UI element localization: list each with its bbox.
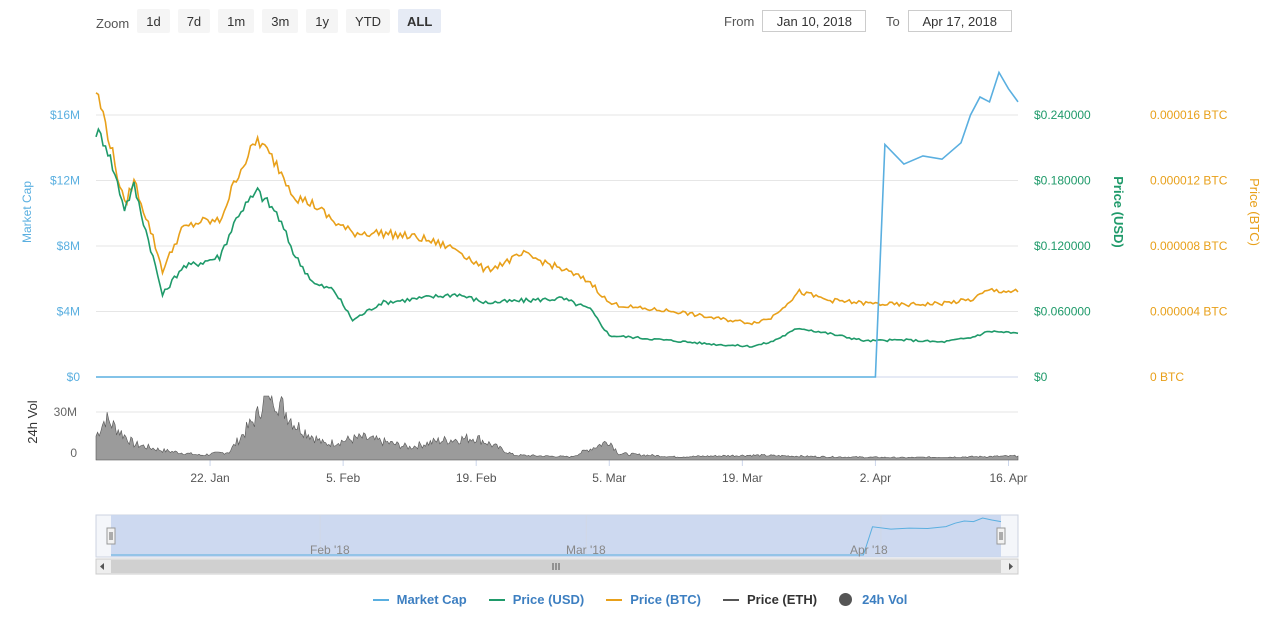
legend-label: Price (ETH) <box>747 592 818 607</box>
legend-label: 24h Vol <box>862 592 908 607</box>
x-tick-label: 5. Mar <box>592 471 626 485</box>
price-btc-tick: 0.000008 BTC <box>1150 239 1228 253</box>
price-btc-line <box>95 92 1019 326</box>
zoom-label: Zoom <box>96 15 130 31</box>
legend-label: Price (BTC) <box>630 592 702 607</box>
volume-area <box>95 394 1019 461</box>
x-tick-label: 16. Apr <box>989 471 1027 485</box>
navigator-label-feb: Feb '18 <box>310 543 350 557</box>
from-date-input[interactable]: Jan 10, 2018 <box>762 10 867 32</box>
x-tick-label: 22. Jan <box>190 471 229 485</box>
price-usd-line <box>95 127 1019 348</box>
price-btc-swatch <box>606 598 623 601</box>
price-series <box>95 70 1019 378</box>
market-cap-swatch <box>372 598 389 601</box>
market-cap-tick: $0 <box>67 370 81 384</box>
navigator-right-handle[interactable] <box>996 527 1006 545</box>
range-from: From Jan 10, 2018 <box>724 10 867 32</box>
navigator-label-apr: Apr '18 <box>850 543 888 557</box>
legend-item-price-eth[interactable]: Price (ETH) <box>723 592 817 607</box>
navigator[interactable]: Feb '18 Mar '18 Apr '18 <box>95 514 1019 558</box>
volume-tick: 0 <box>70 446 77 460</box>
market-cap-axis-title: Market Cap <box>20 181 34 243</box>
price-usd-tick: $0.240000 <box>1034 108 1091 122</box>
price-usd-tick: $0.120000 <box>1034 239 1091 253</box>
to-date-input[interactable]: Apr 17, 2018 <box>907 10 1012 32</box>
navigator-label-mar: Mar '18 <box>566 543 606 557</box>
navigator-series <box>111 517 1002 556</box>
legend-label: Price (USD) <box>512 592 585 607</box>
legend-item-24h-vol[interactable]: 24h Vol <box>839 592 907 607</box>
zoom-7d-button[interactable]: 7d <box>177 9 211 33</box>
x-tick-label: 19. Mar <box>722 471 763 485</box>
legend-item-price-usd[interactable]: Price (USD) <box>488 592 585 607</box>
legend: Market Cap Price (USD) Price (BTC) Price… <box>0 592 1280 607</box>
market-cap-tick: $4M <box>57 305 80 319</box>
from-label: From <box>724 13 755 29</box>
price-usd-swatch <box>488 598 505 601</box>
market-cap-line <box>96 70 1019 378</box>
navigator-grid <box>319 515 882 557</box>
market-cap-tick: $12M <box>50 174 80 188</box>
price-eth-swatch <box>723 598 740 601</box>
zoom-all-button[interactable]: ALL <box>398 9 442 33</box>
scroll-left-icon[interactable] <box>100 563 104 570</box>
price-usd-tick: $0.180000 <box>1034 174 1091 188</box>
navigator-left-handle[interactable] <box>106 527 116 545</box>
scrollbar-grip-icon <box>552 563 560 570</box>
price-btc-tick: 0.000016 BTC <box>1150 108 1228 122</box>
volume-series <box>95 394 1019 461</box>
x-tick-label: 5. Feb <box>326 471 360 485</box>
zoom-1d-button[interactable]: 1d <box>137 9 170 33</box>
zoom-3m-button[interactable]: 3m <box>262 9 299 33</box>
price-btc-tick: 0.000012 BTC <box>1150 174 1228 188</box>
range-to: To Apr 17, 2018 <box>886 10 1012 32</box>
price-btc-axis-title: Price (BTC) <box>1247 178 1262 246</box>
zoom-1y-button[interactable]: 1y <box>306 9 339 33</box>
scrollbar[interactable] <box>95 558 1019 575</box>
price-btc-tick: 0 BTC <box>1150 370 1184 384</box>
price-btc-tick: 0.000004 BTC <box>1150 305 1228 319</box>
legend-item-price-btc[interactable]: Price (BTC) <box>606 592 701 607</box>
zoom-ytd-button[interactable]: YTD <box>346 9 391 33</box>
axis-labels: $0 $0 0 BTC $4M $0.060000 0.000004 BTC $8M $0.1… <box>50 108 1228 485</box>
x-tick-label: 19. Feb <box>456 471 497 485</box>
x-tick-label: 2. Apr <box>860 471 891 485</box>
price-usd-tick: $0.060000 <box>1034 305 1091 319</box>
market-cap-tick: $8M <box>57 239 80 253</box>
price-usd-axis-title: Price (USD) <box>1111 176 1126 248</box>
zoom-1m-button[interactable]: 1m <box>218 9 255 33</box>
market-cap-tick: $16M <box>50 108 80 122</box>
volume-swatch <box>839 593 853 606</box>
navigator-mask <box>111 515 1001 557</box>
price-usd-tick: $0 <box>1034 370 1048 384</box>
volume-axis-title: 24h Vol <box>25 400 40 443</box>
volume-tick: 30M <box>54 405 77 419</box>
scroll-right-icon[interactable] <box>1009 563 1013 570</box>
to-label: To <box>886 13 900 29</box>
legend-label: Market Cap <box>396 592 467 607</box>
legend-item-market-cap[interactable]: Market Cap <box>372 592 467 607</box>
zoom-bar: Zoom 1d 7d 1m 3m 1y YTD ALL <box>96 9 449 33</box>
